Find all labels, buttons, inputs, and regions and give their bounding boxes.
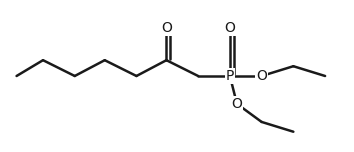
- Text: O: O: [232, 97, 242, 111]
- Text: P: P: [226, 69, 234, 83]
- Text: O: O: [161, 21, 172, 35]
- Text: O: O: [256, 69, 267, 83]
- Text: O: O: [224, 21, 235, 35]
